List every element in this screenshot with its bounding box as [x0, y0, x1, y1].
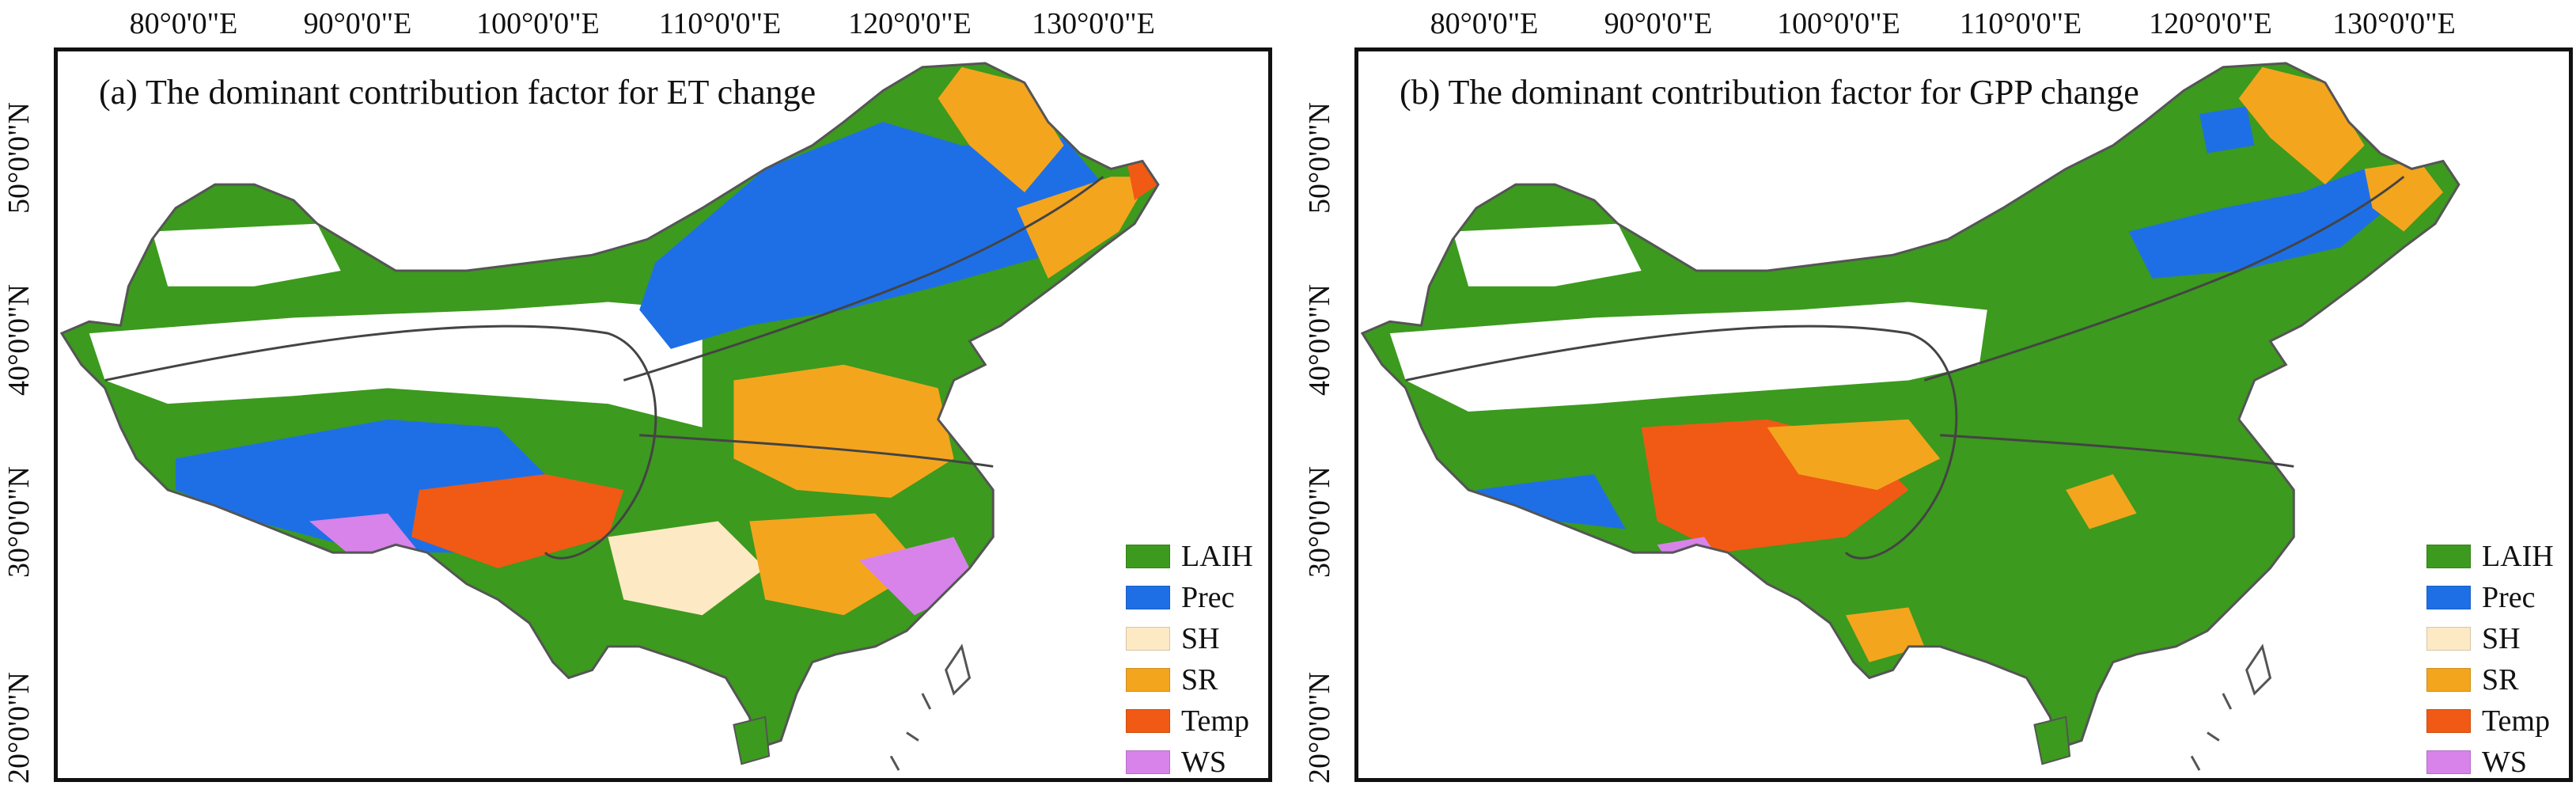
- legend-label-prec: Prec: [2482, 581, 2536, 614]
- lat-tick-30n: 30°0'0"N: [1303, 466, 1336, 578]
- legend-label-temp: Temp: [2482, 704, 2550, 738]
- legend-item-prec: Prec: [2426, 577, 2554, 618]
- panel-a: 80°0'0"E 90°0'0"E 100°0'0"E 110°0'0"E 12…: [0, 0, 1275, 801]
- map-frame-b: (b) The dominant contribution factor for…: [1354, 47, 2573, 782]
- panel-b: 80°0'0"E 90°0'0"E 100°0'0"E 110°0'0"E 12…: [1301, 0, 2576, 801]
- swatch-laih: [2426, 545, 2471, 568]
- legend-item-ws: WS: [1126, 742, 1253, 779]
- panel-title-a: (a) The dominant contribution factor for…: [99, 73, 816, 112]
- swatch-ws: [1126, 750, 1170, 774]
- lon-tick-90e: 90°0'0"E: [303, 7, 412, 40]
- swatch-temp: [2426, 709, 2471, 733]
- lon-tick-130e: 130°0'0"E: [1032, 7, 1155, 40]
- legend-item-laih: LAIH: [2426, 536, 2554, 577]
- lat-tick-20n: 20°0'0"N: [1303, 672, 1336, 784]
- lon-tick-120e: 120°0'0"E: [848, 7, 972, 40]
- lat-tick-40n: 40°0'0"N: [2, 284, 36, 396]
- swatch-ws: [2426, 750, 2471, 774]
- lat-tick-40n: 40°0'0"N: [1303, 284, 1336, 396]
- legend-item-sr: SR: [2426, 659, 2554, 700]
- swatch-sh: [1126, 627, 1170, 651]
- legend-label-laih: LAIH: [1181, 540, 1253, 573]
- legend-label-temp: Temp: [1181, 704, 1249, 738]
- panel-title-b: (b) The dominant contribution factor for…: [1400, 73, 2139, 112]
- lon-tick-110e: 110°0'0"E: [658, 7, 782, 40]
- swatch-sr: [2426, 668, 2471, 692]
- lat-tick-50n: 50°0'0"N: [1303, 102, 1336, 214]
- lon-tick-80e: 80°0'0"E: [129, 7, 238, 40]
- legend-item-sr: SR: [1126, 659, 1253, 700]
- lat-tick-20n: 20°0'0"N: [2, 672, 36, 784]
- legend-item-sh: SH: [1126, 618, 1253, 659]
- legend-item-ws: WS: [2426, 742, 2554, 779]
- legend-label-sr: SR: [2482, 663, 2519, 697]
- lon-tick-110e: 110°0'0"E: [1959, 7, 2082, 40]
- legend-item-temp: Temp: [1126, 700, 1253, 742]
- lon-tick-130e: 130°0'0"E: [2332, 7, 2456, 40]
- china-map-a: [59, 62, 1160, 771]
- lon-tick-100e: 100°0'0"E: [476, 7, 600, 40]
- swatch-sh: [2426, 627, 2471, 651]
- legend-label-sh: SH: [2482, 622, 2521, 655]
- legend-label-prec: Prec: [1181, 581, 1235, 614]
- lat-tick-50n: 50°0'0"N: [2, 102, 36, 214]
- legend-label-laih: LAIH: [2482, 540, 2554, 573]
- legend-label-sh: SH: [1181, 622, 1220, 655]
- legend-label-sr: SR: [1181, 663, 1218, 697]
- lon-tick-90e: 90°0'0"E: [1604, 7, 1713, 40]
- swatch-temp: [1126, 709, 1170, 733]
- legend-item-laih: LAIH: [1126, 536, 1253, 577]
- china-map-b: [1360, 62, 2460, 771]
- legend-a: LAIH Prec SH SR Temp WS: [1126, 536, 1253, 779]
- legend-item-temp: Temp: [2426, 700, 2554, 742]
- map-frame-a: (a) The dominant contribution factor for…: [54, 47, 1272, 782]
- legend-b: LAIH Prec SH SR Temp WS: [2426, 536, 2554, 779]
- swatch-prec: [2426, 586, 2471, 609]
- lon-tick-100e: 100°0'0"E: [1777, 7, 1900, 40]
- lon-tick-120e: 120°0'0"E: [2149, 7, 2272, 40]
- swatch-laih: [1126, 545, 1170, 568]
- legend-item-prec: Prec: [1126, 577, 1253, 618]
- lat-tick-30n: 30°0'0"N: [2, 466, 36, 578]
- legend-item-sh: SH: [2426, 618, 2554, 659]
- swatch-sr: [1126, 668, 1170, 692]
- legend-label-ws: WS: [1181, 746, 1226, 779]
- lon-tick-80e: 80°0'0"E: [1430, 7, 1539, 40]
- legend-label-ws: WS: [2482, 746, 2527, 779]
- swatch-prec: [1126, 586, 1170, 609]
